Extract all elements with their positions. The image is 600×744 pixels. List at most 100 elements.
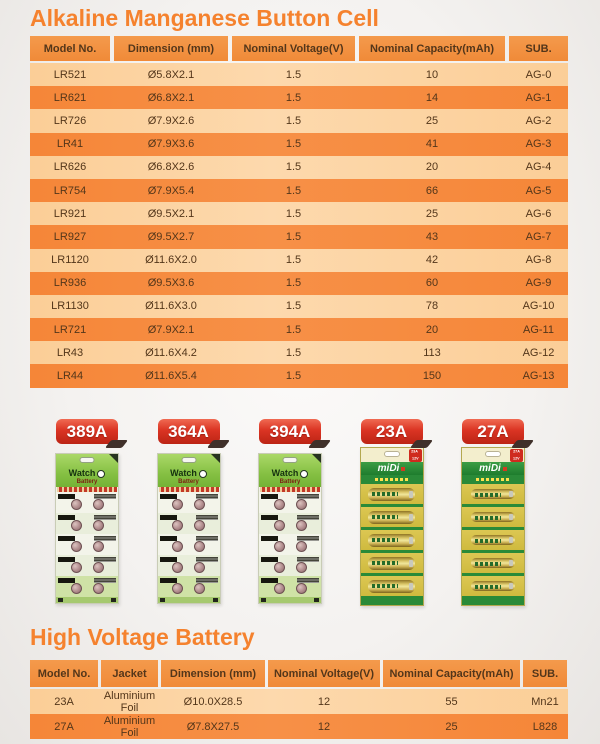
badge-model: 23A bbox=[411, 450, 419, 455]
model-badge: 23A 12V bbox=[408, 449, 422, 462]
button-cell bbox=[92, 499, 104, 510]
table-row: 27A Aluminium Foil Ø7.8X27.5 12 25 L828 bbox=[30, 714, 568, 739]
table-row: 23A Aluminium Foil Ø10.0X28.5 12 55 Mn21 bbox=[30, 689, 568, 714]
table-cell: 20 bbox=[425, 161, 439, 174]
subtitle-bar bbox=[462, 475, 524, 484]
battery-row bbox=[360, 484, 423, 507]
table-cell: AG-9 bbox=[525, 277, 552, 290]
table-cell: AG-6 bbox=[525, 207, 552, 220]
section-title-high-voltage: High Voltage Battery bbox=[30, 624, 255, 650]
spec-chip bbox=[94, 578, 116, 583]
blister-row bbox=[259, 534, 321, 555]
label-chip bbox=[261, 536, 278, 541]
hang-hole-icon bbox=[181, 457, 196, 463]
product-model-label: 23A bbox=[360, 419, 423, 444]
cylinder-battery bbox=[368, 510, 415, 524]
section-title-button-cell: Alkaline Manganese Button Cell bbox=[30, 5, 379, 31]
watch-icon bbox=[300, 469, 309, 478]
table-cell: LR754 bbox=[53, 184, 87, 197]
product-model-label: 364A bbox=[157, 419, 220, 444]
column-header: SUB. bbox=[509, 36, 568, 61]
table-row: LR721 Ø7.9X2.1 1.5 20 AG-11 bbox=[30, 318, 568, 342]
spec-chip bbox=[94, 494, 116, 499]
brand-logo: miDi bbox=[377, 462, 400, 474]
table-cell: 12 bbox=[317, 695, 331, 708]
pack-footer bbox=[462, 599, 524, 605]
badge-model: 27A bbox=[513, 450, 520, 455]
column-header: Model No. bbox=[30, 660, 98, 687]
label-chip bbox=[261, 515, 278, 520]
table-cell: AG-11 bbox=[523, 323, 554, 336]
brand-name: Watch bbox=[170, 469, 207, 478]
product-gallery: 389A Watch Battery 364A Watch Battery 394A Watc… bbox=[37, 419, 543, 619]
battery-row bbox=[462, 553, 524, 576]
table-cell: 1.5 bbox=[285, 138, 302, 151]
blister-row bbox=[56, 492, 118, 513]
table-cell: LR726 bbox=[53, 114, 87, 127]
battery-row bbox=[462, 530, 524, 553]
button-cell bbox=[92, 541, 104, 552]
label-chip bbox=[159, 536, 177, 541]
product-model-label: 394A bbox=[259, 419, 321, 444]
spec-chip bbox=[195, 557, 218, 562]
table-cell: Ø7.9X3.6 bbox=[147, 138, 195, 151]
brand-subtitle: Battery bbox=[178, 479, 199, 485]
table-cell: LR621 bbox=[53, 91, 87, 104]
table-cell: 78 bbox=[425, 300, 439, 313]
label-chip bbox=[58, 494, 75, 499]
button-cell-spec-table: Model No. Dimension (mm) Nominal Voltage(V… bbox=[30, 36, 568, 388]
label-chip bbox=[261, 578, 278, 583]
button-cell bbox=[70, 562, 82, 573]
pack-header: Watch Battery bbox=[56, 454, 118, 487]
table-cell: L828 bbox=[532, 720, 558, 733]
table-cell: 1.5 bbox=[285, 161, 302, 174]
table-cell: 41 bbox=[425, 138, 439, 151]
table-row: LR626 Ø6.8X2.6 1.5 20 AG-4 bbox=[30, 155, 568, 179]
button-cell bbox=[273, 541, 285, 552]
table-cell: Ø11.6X4.2 bbox=[145, 346, 197, 359]
button-cell bbox=[273, 520, 285, 531]
pack-top: 23A 12V bbox=[360, 448, 423, 462]
table-cell: LR44 bbox=[56, 370, 84, 383]
table-cell: 43 bbox=[425, 230, 439, 243]
table-cell: 1.5 bbox=[285, 68, 302, 81]
cylinder-battery bbox=[368, 487, 415, 501]
column-header: Nominal Capacity(mAh) bbox=[359, 36, 505, 61]
table-row: LR921 Ø9.5X2.1 1.5 25 AG-6 bbox=[30, 202, 568, 226]
button-cell bbox=[92, 520, 104, 531]
cylinder-battery bbox=[471, 512, 515, 522]
spec-chip bbox=[94, 515, 116, 520]
table-row: LR44 Ø11.6X5.4 1.5 150 AG-13 bbox=[30, 364, 568, 388]
spec-chip bbox=[297, 494, 319, 499]
button-cell bbox=[172, 499, 183, 510]
cylinder-battery bbox=[471, 558, 515, 568]
table-cell: AG-2 bbox=[525, 114, 552, 127]
table-cell: Ø5.8X2.1 bbox=[147, 68, 195, 81]
table-cell: LR927 bbox=[53, 230, 87, 243]
button-cell bbox=[273, 562, 285, 573]
table-cell: Ø10.0X28.5 bbox=[183, 695, 243, 708]
button-cell bbox=[295, 562, 307, 573]
column-header: Jacket bbox=[101, 660, 158, 687]
table-cell: LR936 bbox=[53, 277, 87, 290]
table-cell: Ø11.6X5.4 bbox=[145, 370, 197, 383]
button-cell bbox=[70, 583, 82, 594]
product-column: 27A 27A 12V miDi bbox=[443, 419, 543, 619]
table-cell: AG-4 bbox=[525, 161, 552, 174]
pack-top: 27A 12V bbox=[462, 448, 524, 462]
badge-voltage: 12V bbox=[513, 456, 520, 461]
table-cell: 20 bbox=[425, 323, 439, 336]
table-cell: AG-13 bbox=[522, 370, 555, 383]
cylinder-battery bbox=[368, 556, 415, 570]
label-chip bbox=[58, 515, 75, 520]
label-chip bbox=[159, 557, 177, 562]
table-cell: 1.5 bbox=[285, 370, 302, 383]
brand-bar: miDi bbox=[360, 462, 423, 475]
cylinder-battery bbox=[368, 579, 415, 593]
table-cell: AG-1 bbox=[525, 91, 552, 104]
subtitle-bar bbox=[360, 475, 423, 484]
blister-row bbox=[259, 555, 321, 576]
table-cell: Ø9.5X3.6 bbox=[147, 277, 195, 290]
table-cell: 113 bbox=[423, 346, 441, 359]
